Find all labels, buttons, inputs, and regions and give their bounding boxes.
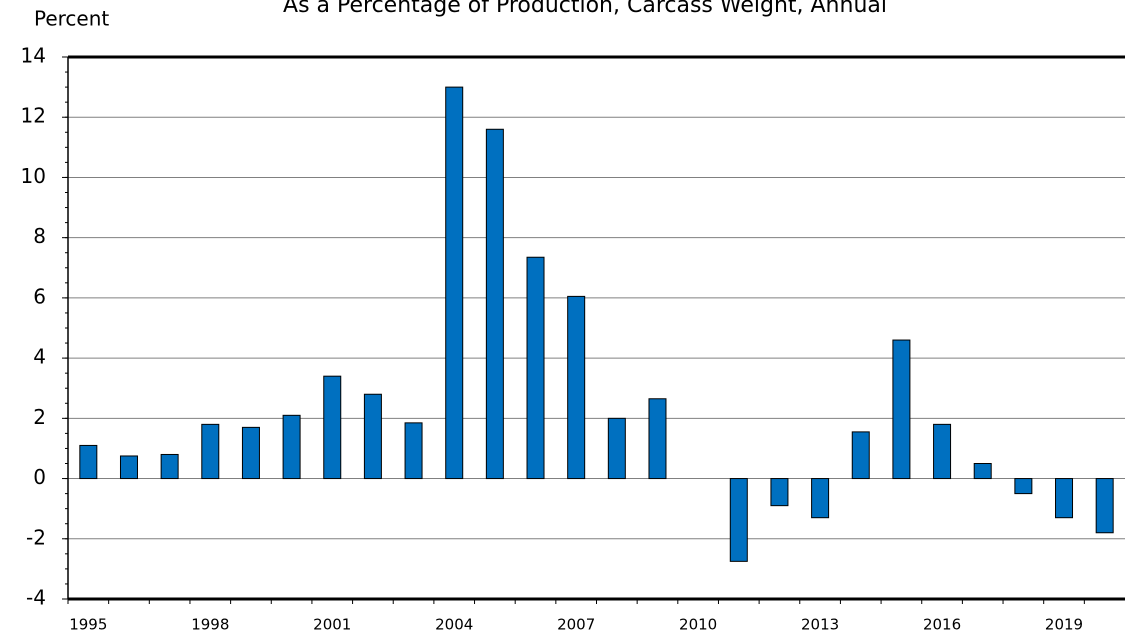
y-tick-label: 12 (21, 104, 46, 128)
y-tick-label: -4 (26, 586, 46, 610)
bar (607, 417, 626, 480)
bar (892, 339, 911, 480)
bar (1014, 478, 1033, 495)
y-tick-label: 4 (33, 345, 46, 369)
x-tick-label: 2016 (923, 616, 961, 634)
bar (363, 393, 382, 480)
x-tick-label: 2001 (313, 616, 351, 634)
bar (241, 426, 260, 480)
bar (526, 256, 545, 480)
x-tick-label: 2010 (679, 616, 717, 634)
y-tick-label: 10 (21, 164, 46, 188)
bar (933, 423, 952, 480)
bar (811, 478, 830, 519)
bar (973, 463, 992, 480)
bar (282, 414, 301, 480)
bar (160, 453, 179, 480)
y-tick-label: 6 (33, 284, 46, 308)
bar (567, 295, 586, 480)
bar (485, 128, 504, 480)
y-tick-label: 0 (33, 465, 46, 489)
bar (1095, 478, 1114, 534)
x-tick-label: 1998 (191, 616, 229, 634)
y-tick-label: 8 (33, 224, 46, 248)
bar (404, 422, 423, 480)
bar (851, 431, 870, 480)
bar (729, 478, 748, 562)
bar (323, 375, 342, 480)
bar (648, 398, 667, 480)
bar (770, 478, 789, 507)
bar (445, 86, 464, 480)
x-tick-label: 1995 (69, 616, 107, 634)
x-tick-label: 2007 (557, 616, 595, 634)
bar (201, 423, 220, 480)
y-tick-label: 14 (21, 44, 46, 68)
chart-title: As a Percentage of Production, Carcass W… (283, 0, 887, 18)
x-tick-label: 2013 (801, 616, 839, 634)
y-tick-label: 2 (33, 405, 46, 429)
bar (79, 444, 98, 480)
y-tick-label: -2 (26, 525, 46, 549)
x-tick-label: 2019 (1045, 616, 1083, 634)
bar (1055, 478, 1074, 519)
y-axis-label: Percent (34, 7, 109, 31)
x-tick-label: 2004 (435, 616, 473, 634)
bar (119, 455, 138, 480)
